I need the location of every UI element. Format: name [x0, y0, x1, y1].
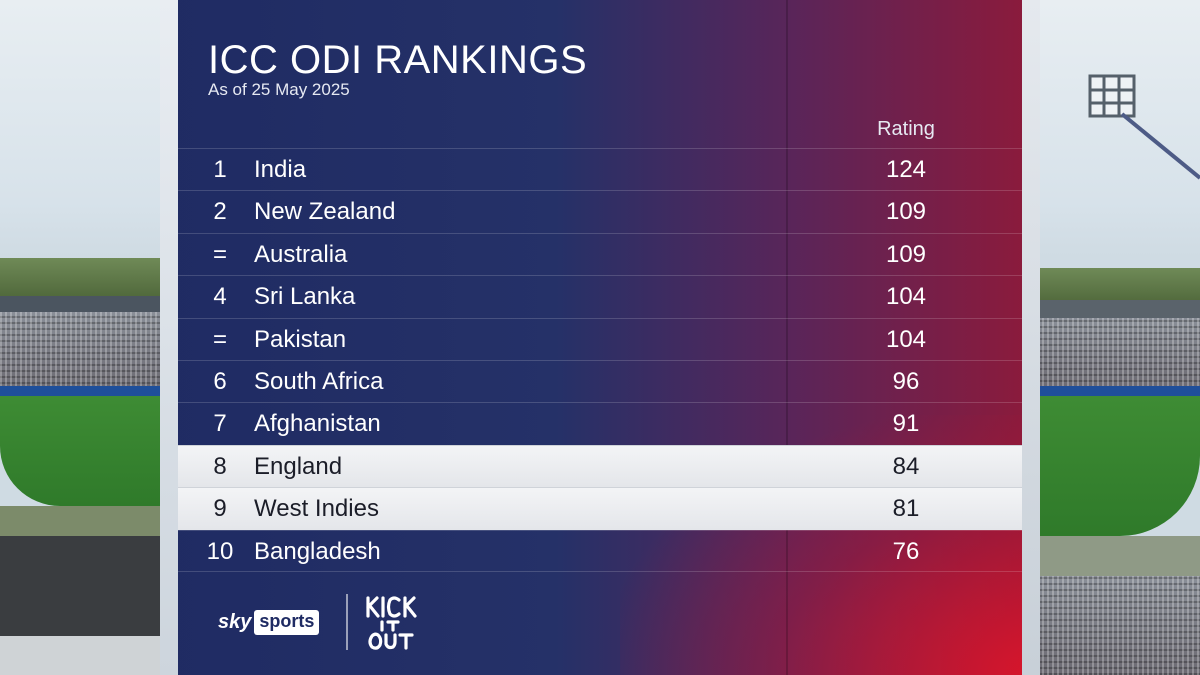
rating-cell: 104 — [885, 325, 927, 353]
stand-roof — [1022, 300, 1200, 318]
rating-cell: 109 — [885, 240, 927, 268]
rank-cell: 8 — [213, 452, 227, 480]
outfield — [0, 396, 160, 506]
rankings-panel: ICC ODI RANKINGS As of 25 May 2025 Ratin… — [160, 0, 1040, 675]
team-cell: Bangladesh — [254, 537, 381, 565]
team-cell: Sri Lanka — [254, 283, 356, 311]
table-row-highlighted: 8 England 84 — [178, 444, 1022, 488]
rating-cell: 81 — [892, 495, 920, 523]
advertising-board — [1022, 386, 1200, 396]
crowd — [1022, 318, 1200, 388]
panel-border-right — [1022, 0, 1040, 675]
team-cell: England — [254, 452, 343, 480]
rank-cell: 9 — [213, 495, 227, 523]
rank-cell: 7 — [213, 410, 227, 438]
team-cell: Afghanistan — [254, 410, 381, 438]
table-row: = Australia 109 — [178, 232, 1022, 275]
table-row: 7 Afghanistan 91 — [178, 402, 1022, 444]
table-row: 2 New Zealand 109 — [178, 190, 1022, 232]
rank-cell: 10 — [206, 537, 234, 565]
stand-roof — [0, 296, 160, 312]
rating-cell: 76 — [892, 537, 920, 565]
table-row: 4 Sri Lanka 104 — [178, 275, 1022, 317]
rating-cell: 84 — [892, 452, 920, 480]
rating-cell: 91 — [892, 410, 920, 438]
rank-cell: 6 — [213, 367, 227, 395]
rank-cell: 2 — [213, 198, 227, 226]
table-row: 1 India 124 — [178, 148, 1022, 190]
team-cell: New Zealand — [254, 198, 396, 226]
panel-border-left — [160, 0, 178, 675]
rank-cell: = — [212, 325, 227, 353]
team-cell: Australia — [254, 240, 348, 268]
outfield — [1022, 396, 1200, 536]
sky-sports-logo: sky sports — [218, 610, 320, 635]
rating-cell: 104 — [885, 283, 927, 311]
team-cell: West Indies — [254, 495, 379, 523]
logo-divider — [346, 594, 348, 650]
boundary-edge — [1022, 536, 1200, 576]
crowd — [0, 312, 160, 390]
trees — [1022, 268, 1200, 304]
walkway — [0, 636, 160, 675]
stadium-background-right — [1022, 0, 1200, 675]
rating-cell: 124 — [885, 156, 927, 183]
table-row: 6 South Africa 96 — [178, 359, 1022, 402]
rank-cell: = — [212, 240, 227, 268]
graphic-subtitle: As of 25 May 2025 — [208, 80, 350, 99]
rank-cell: 4 — [213, 283, 227, 311]
rating-column-header: Rating — [877, 118, 935, 140]
rating-cell: 96 — [892, 367, 920, 395]
rank-cell: 1 — [213, 156, 227, 183]
crowd-lower — [1022, 576, 1200, 675]
team-cell: Pakistan — [254, 325, 347, 353]
table-row: = Pakistan 104 — [178, 317, 1022, 360]
team-cell: India — [254, 156, 307, 183]
rating-cell: 109 — [885, 198, 927, 226]
table-row-highlighted: 9 West Indies 81 — [178, 487, 1022, 530]
table-row: 10 Bangladesh 76 — [178, 529, 1022, 572]
floodlight-icon — [1088, 74, 1200, 180]
covers — [0, 536, 160, 636]
boundary-edge — [0, 506, 160, 536]
kick-it-out-logo-icon — [366, 596, 417, 650]
team-cell: South Africa — [254, 367, 384, 395]
advertising-board — [0, 386, 160, 396]
graphic-title: ICC ODI RANKINGS — [208, 38, 588, 82]
stadium-background-left — [0, 0, 160, 675]
rankings-table: 1 India 124 2 New Zealand 109 = Australi… — [178, 148, 1022, 572]
column-divider — [786, 0, 788, 675]
sky-wordmark: sky — [218, 611, 252, 633]
sports-wordmark: sports — [254, 610, 320, 635]
trees — [0, 258, 160, 298]
